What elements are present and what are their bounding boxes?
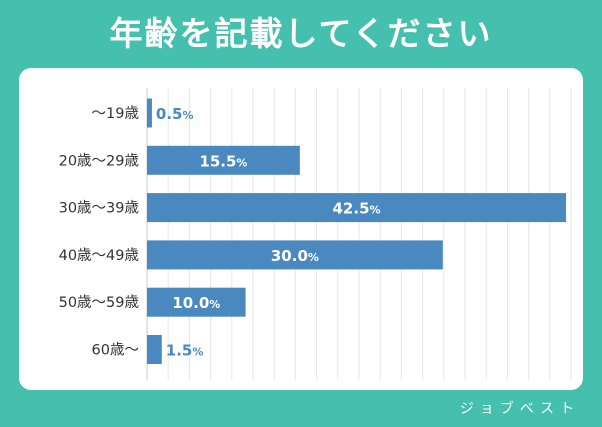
category-label: 40歳～49歳 — [59, 247, 139, 264]
value-label: 15.5% — [199, 152, 247, 170]
bar — [147, 193, 567, 223]
bar — [147, 335, 162, 364]
grid-lines — [146, 88, 572, 380]
category-label: 30歳～39歳 — [59, 200, 139, 217]
value-labels: 0.5% 15.5% 42.5% 30.0% 10.0% 1.5% — [156, 105, 381, 360]
value-label: 42.5% — [333, 200, 381, 218]
chart-panel — [19, 68, 583, 390]
value-label: 30.0% — [271, 247, 319, 265]
category-label: 50歳～59歳 — [59, 294, 139, 311]
bar — [147, 240, 443, 270]
category-label: 20歳～29歳 — [59, 152, 139, 169]
value-label: 10.0% — [172, 294, 220, 312]
category-labels: ～19歳 20歳～29歳 30歳～39歳 40歳～49歳 50歳～59歳 60歳～ — [59, 105, 139, 359]
bar — [147, 98, 152, 128]
value-label: 1.5% — [166, 342, 204, 360]
page-title: 年齢を記載してください — [109, 14, 493, 53]
value-label: 0.5% — [156, 105, 194, 123]
bars — [147, 98, 567, 364]
brand-footer: ジョブベスト — [459, 401, 580, 417]
category-label: 60歳～ — [92, 342, 139, 359]
category-label: ～19歳 — [92, 105, 139, 122]
bar — [147, 145, 300, 175]
bar — [147, 287, 246, 317]
